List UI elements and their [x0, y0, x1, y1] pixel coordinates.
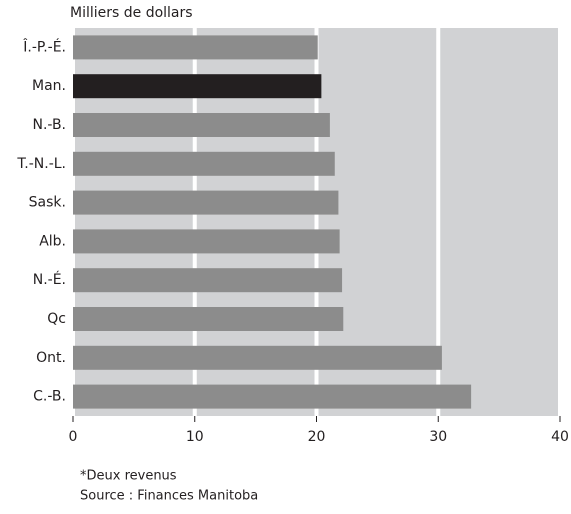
x-tick-label: 40	[551, 429, 569, 445]
bar	[73, 190, 339, 215]
note: Source : Finances Manitoba	[80, 489, 258, 504]
y-tick-label: Qc	[47, 311, 66, 327]
y-tick-label: Alb.	[39, 233, 66, 249]
bar	[73, 345, 442, 370]
x-tick-label: 30	[429, 429, 447, 445]
note: *Deux revenus	[80, 469, 177, 484]
x-tick-label: 10	[186, 429, 204, 445]
bar	[73, 151, 335, 176]
y-tick-label: T.-N.-L.	[16, 156, 66, 172]
x-tick-label: 0	[69, 429, 78, 445]
y-tick-label: N.-É.	[33, 271, 66, 288]
bar	[73, 229, 340, 254]
bar	[73, 307, 344, 331]
axis-label: Milliers de dollars	[70, 5, 193, 21]
bar	[73, 35, 318, 60]
y-tick-label: Î.-P.-É.	[22, 37, 66, 55]
x-tick-label: 20	[308, 429, 326, 445]
bar	[73, 74, 322, 99]
y-tick-label: Ont.	[36, 350, 66, 366]
y-tick-label: Sask.	[29, 195, 66, 211]
bar	[73, 384, 472, 409]
bar	[73, 113, 330, 137]
y-tick-label: Man.	[32, 78, 66, 94]
bar	[73, 268, 343, 293]
y-tick-label: N.-B.	[32, 117, 66, 133]
y-tick-label: C.-B.	[33, 389, 66, 405]
